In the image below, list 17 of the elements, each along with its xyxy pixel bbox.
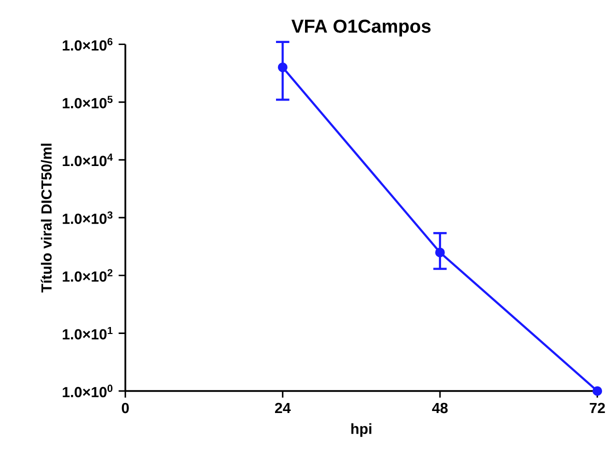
- point: [435, 248, 445, 258]
- y-tick-label: 1.0×10$^{3}$: [62, 211, 112, 224]
- point: [278, 62, 288, 72]
- y-tick-label: 1.0×10$^{1}$: [62, 326, 113, 340]
- y-tick-label: 1.0×10$^{6}$: [62, 38, 112, 51]
- y-tick-label: 1.0×10$^{4}$: [62, 154, 113, 166]
- y-axis-title: Título viral DICT50/ml: [40, 144, 52, 292]
- x-tick-label: 24: [275, 402, 291, 414]
- x-tick-label: 72: [590, 402, 605, 414]
- x-tick-label: 0: [122, 402, 129, 414]
- chart-title: VFA O1Campos: [291, 20, 431, 36]
- y-tick-label: 1.0×10$^{0}$: [62, 384, 112, 398]
- y-tick-label: 1.0×10$^{2}$: [62, 269, 112, 282]
- x-tick-label: 48: [432, 402, 448, 414]
- y-tick-label: 1.0×10$^{5}$: [62, 96, 113, 108]
- x-axis-title: hpi: [351, 423, 372, 437]
- point: [592, 386, 602, 396]
